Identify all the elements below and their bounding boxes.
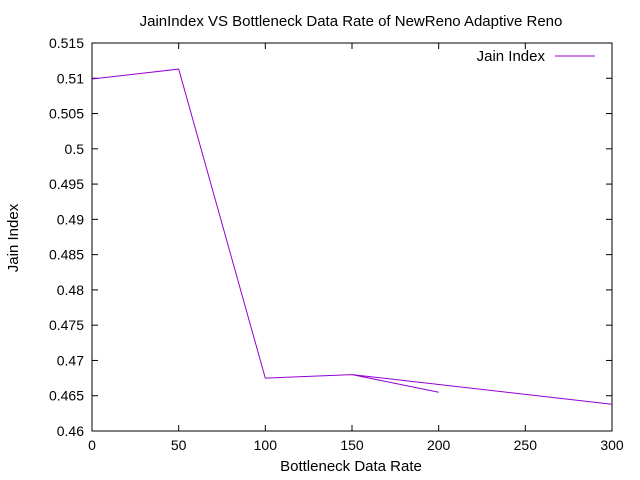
- plot-frame: [91, 42, 613, 432]
- y-tick-label: 0.505: [49, 106, 84, 122]
- x-axis-label: Bottleneck Data Rate: [280, 458, 422, 475]
- x-tick-label: 200: [427, 437, 451, 453]
- y-tick-label: 0.495: [49, 176, 84, 192]
- x-tick-label: 150: [340, 437, 364, 453]
- legend: Jain Index: [477, 48, 595, 65]
- y-tick-label: 0.515: [49, 35, 84, 51]
- y-tick-label: 0.475: [49, 317, 84, 333]
- y-tick-label: 0.465: [49, 388, 84, 404]
- y-tick-label: 0.48: [57, 282, 84, 298]
- series-line-jain-index: [91, 68, 613, 405]
- y-tick-label: 0.47: [57, 352, 84, 368]
- y-tick-label: 0.5: [65, 141, 85, 157]
- x-tick-label: 50: [171, 437, 187, 453]
- y-tick-label: 0.46: [57, 423, 84, 439]
- x-tick-label: 250: [514, 437, 538, 453]
- legend-label: Jain Index: [477, 48, 546, 65]
- x-tick-label: 0: [88, 437, 96, 453]
- y-tick-label: 0.485: [49, 247, 84, 263]
- y-axis-label: Jain Index: [5, 203, 22, 272]
- y-tick-label: 0.49: [57, 211, 84, 227]
- x-tick-label: 300: [600, 437, 624, 453]
- y-tick-label: 0.51: [57, 70, 84, 86]
- x-tick-label: 100: [254, 437, 278, 453]
- chart-title: JainIndex VS Bottleneck Data Rate of New…: [140, 13, 563, 30]
